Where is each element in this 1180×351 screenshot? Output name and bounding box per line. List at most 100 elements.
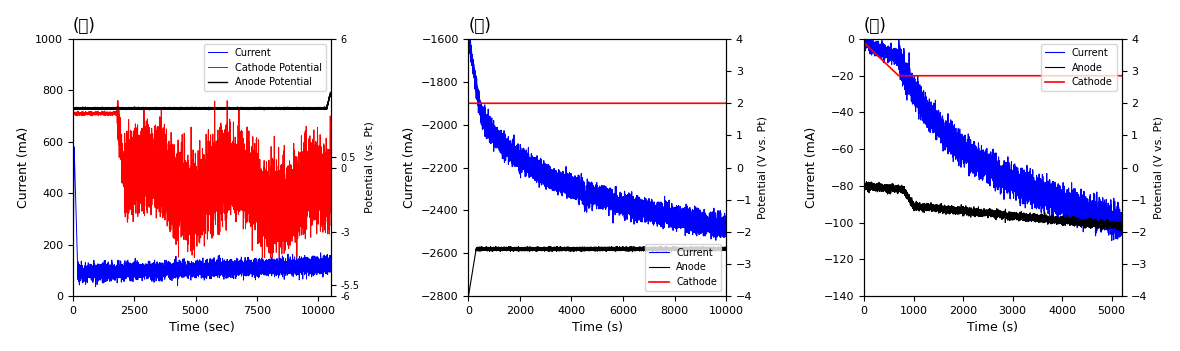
Current [653,211,667,215]
Text: (가): (가) [73,16,96,35]
Line: Cathode Potential: Cathode Potential [73,101,330,258]
Current [953,143,968,147]
Cathode [919,74,933,78]
Cathode [555,101,569,105]
Cathode Potential [66,111,80,115]
Anode [1114,228,1128,232]
Cathode Potential [323,211,337,215]
Current [79,272,93,277]
Y-axis label: Current (mA): Current (mA) [17,127,30,208]
Cathode [918,74,932,78]
Cathode [1113,74,1127,78]
Current [918,113,932,117]
Current [159,265,173,269]
Cathode [972,74,986,78]
Cathode [614,101,628,105]
Legend: Current, Anode, Cathode: Current, Anode, Cathode [645,244,721,291]
Cathode [653,101,667,105]
Current [474,123,489,127]
Current [857,45,871,49]
Anode Potential [257,106,271,111]
Anode [1113,229,1127,233]
Anode [1113,223,1127,227]
Anode [918,206,932,210]
Cathode [666,101,680,105]
Anode [614,248,628,252]
Cathode Potential [111,99,125,103]
Current [67,145,81,149]
Current [614,207,628,211]
Current [709,238,723,242]
Anode Potential [159,107,173,111]
Cathode Potential [230,148,244,153]
Line: Current: Current [468,39,726,240]
Anode [474,247,489,252]
Current [858,37,872,41]
Current [919,103,933,107]
Anode Potential [218,106,232,111]
Anode Potential [323,90,337,94]
Anode Potential [257,108,271,112]
Current [972,164,986,168]
Cathode Potential [218,185,232,189]
Anode [625,247,640,251]
Cathode [719,101,733,105]
Y-axis label: Potential (V vs. Pt): Potential (V vs. Pt) [758,116,768,219]
Legend: Current, Anode, Cathode: Current, Anode, Cathode [1041,44,1116,91]
Current [323,258,337,263]
Anode [859,179,873,184]
Cathode [1114,74,1128,78]
X-axis label: Time (s): Time (s) [572,321,623,335]
Line: Current: Current [73,147,330,296]
Anode [555,248,569,252]
Line: Current: Current [864,39,1121,240]
Current [270,270,284,274]
Current [1113,219,1127,223]
Cathode Potential [270,207,284,211]
Text: (나): (나) [468,16,491,35]
Current [555,174,569,178]
Anode [919,208,933,213]
Current [1114,217,1128,221]
Text: (다): (다) [864,16,887,35]
Current [230,263,244,267]
Y-axis label: Potential (vs. Pt): Potential (vs. Pt) [365,121,375,213]
Anode [953,206,968,210]
Line: Cathode: Cathode [864,43,1121,76]
Anode [719,248,733,252]
X-axis label: Time (s): Time (s) [968,321,1018,335]
Current [218,265,232,269]
Cathode [917,74,931,78]
Anode Potential [79,107,93,111]
Y-axis label: Current (mA): Current (mA) [402,127,415,208]
Y-axis label: Current (mA): Current (mA) [805,127,818,208]
Y-axis label: Potential (V vs. Pt): Potential (V vs. Pt) [1153,116,1163,219]
Cathode [474,101,489,105]
Cathode [892,74,906,78]
Current [917,114,931,119]
Anode [972,209,986,213]
Line: Anode: Anode [468,246,726,296]
Anode Potential [66,106,80,110]
Anode [917,207,931,211]
Cathode [953,74,968,78]
Anode [667,246,681,250]
Anode Potential [270,106,284,111]
Cathode [461,101,476,105]
Current [719,221,733,226]
Line: Anode: Anode [864,181,1121,231]
Current [66,294,80,298]
Current [257,264,271,268]
X-axis label: Time (sec): Time (sec) [169,321,235,335]
Anode [653,247,667,251]
Current [625,203,640,207]
Line: Anode Potential: Anode Potential [73,92,330,110]
Cathode [625,101,640,105]
Anode Potential [229,106,243,110]
Anode [654,244,668,249]
Cathode Potential [257,207,271,211]
Cathode [857,41,871,45]
Cathode Potential [79,112,93,116]
Cathode Potential [188,256,202,260]
Anode [857,186,871,190]
